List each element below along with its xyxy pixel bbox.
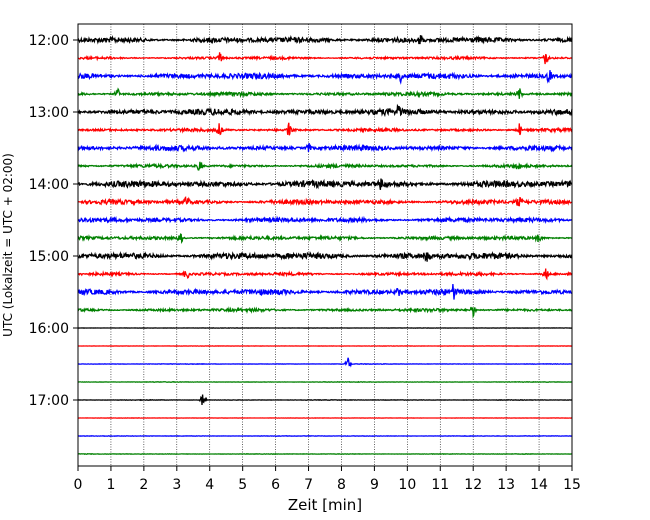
y-tick-label: 16:00	[29, 321, 69, 337]
trace-1330	[77, 142, 573, 153]
x-tick-label: 4	[205, 477, 214, 493]
plot-frame	[77, 23, 573, 467]
grid-lines	[110, 24, 540, 466]
x-tick-label: 6	[271, 477, 280, 493]
y-tick-label: 13:00	[29, 105, 69, 121]
trace-1700	[77, 394, 573, 405]
trace-1415	[77, 196, 573, 207]
y-axis-label: UTC (Lokalzeit = UTC + 02:00)	[1, 153, 15, 337]
x-tick-label: 5	[238, 477, 247, 493]
x-tick-label: 2	[139, 477, 148, 493]
trace-1530	[77, 284, 573, 300]
trace-lines	[77, 34, 573, 456]
x-tick-label: 7	[304, 477, 313, 493]
trace-1345	[77, 161, 573, 171]
trace-1430	[77, 215, 573, 225]
y-tick-label: 12:00	[29, 33, 69, 49]
trace-1500	[77, 250, 573, 262]
trace-1215	[77, 52, 573, 65]
y-tick-label: 17:00	[29, 393, 69, 409]
trace-1245	[77, 87, 573, 99]
trace-1545	[77, 306, 573, 319]
x-tick-label: 3	[172, 477, 181, 493]
x-tick-label: 0	[74, 477, 83, 493]
trace-1230	[77, 70, 573, 85]
x-tick-label: 11	[431, 477, 449, 493]
x-axis-label: Zeit [min]	[288, 496, 362, 514]
x-axis-ticks: 0 1 2 3 4 5 6 7 8 9 10 11 12 13 14 15	[74, 466, 581, 493]
x-tick-label: 1	[106, 477, 115, 493]
trace-1315	[77, 122, 573, 136]
y-tick-label: 15:00	[29, 249, 69, 265]
y-tick-label: 14:00	[29, 177, 69, 193]
trace-1515	[77, 268, 573, 281]
x-tick-label: 9	[370, 477, 379, 493]
y-axis-ticks: 12:00 13:00 14:00 15:00 16:00 17:00	[29, 33, 78, 409]
x-tick-label: 13	[497, 477, 515, 493]
x-tick-label: 10	[398, 477, 416, 493]
trace-1400	[77, 178, 573, 190]
trace-1445	[77, 233, 573, 245]
x-tick-label: 12	[464, 477, 482, 493]
trace-1630	[77, 357, 573, 368]
trace-1200	[77, 34, 573, 45]
x-tick-label: 15	[563, 477, 581, 493]
x-tick-label: 14	[530, 477, 548, 493]
x-tick-label: 8	[337, 477, 346, 493]
trace-1645	[77, 380, 573, 384]
trace-1300	[77, 103, 573, 118]
